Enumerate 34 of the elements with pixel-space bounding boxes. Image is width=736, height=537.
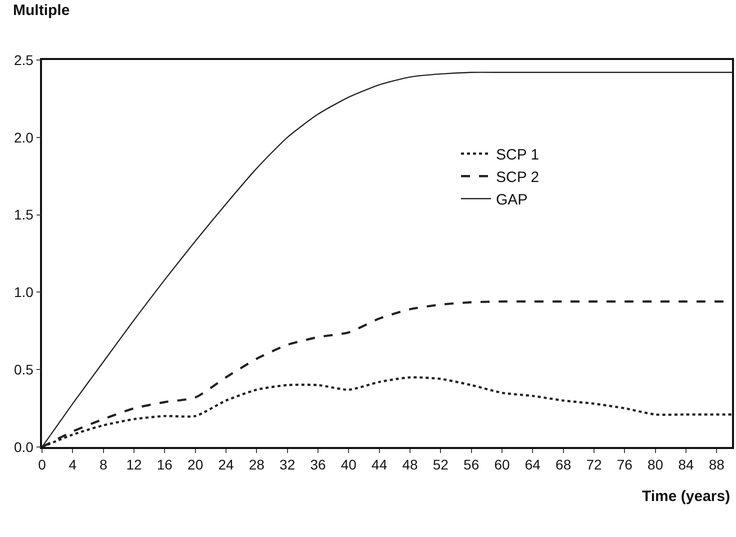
y-tick-label: 1.5 <box>14 206 34 223</box>
y-tick-label: 0.5 <box>14 362 34 378</box>
x-tick-label: 60 <box>494 456 510 473</box>
x-tick-label: 0 <box>38 456 46 473</box>
x-axis-title: Time (years) <box>642 488 730 505</box>
x-tick-label: 40 <box>340 456 357 473</box>
x-tick-label: 12 <box>126 456 142 473</box>
y-axis-title: Multiple <box>13 2 70 19</box>
x-tick-label: 84 <box>678 456 694 473</box>
x-tick-label: 80 <box>648 456 664 473</box>
x-tick-label: 20 <box>188 456 204 473</box>
x-tick-label: 44 <box>372 456 388 473</box>
legend-label: SCP 2 <box>496 169 540 186</box>
x-tick-label: 24 <box>218 456 234 473</box>
x-tick-label: 56 <box>464 456 480 473</box>
x-tick-label: 48 <box>402 456 418 473</box>
x-tick-label: 36 <box>310 456 326 473</box>
x-tick-label: 88 <box>708 456 725 473</box>
x-tick-label: 64 <box>524 456 541 473</box>
y-tick-label: 0.0 <box>14 438 34 455</box>
legend-label: GAP <box>496 192 528 208</box>
y-tick-label: 1.0 <box>14 284 34 300</box>
x-tick-label: 4 <box>68 456 77 473</box>
x-tick-label: 76 <box>616 456 633 473</box>
x-tick-label: 8 <box>99 456 108 473</box>
x-tick-label: 72 <box>586 456 602 473</box>
x-tick-label: 28 <box>248 456 265 473</box>
x-tick-label: 68 <box>556 456 572 473</box>
y-tick-label: 2.0 <box>14 129 34 146</box>
y-tick-label: 2.5 <box>14 52 34 68</box>
legend-label: SCP 1 <box>496 146 540 164</box>
x-tick-label: 52 <box>432 456 449 473</box>
x-tick-label: 32 <box>280 456 296 473</box>
x-tick-label: 16 <box>156 456 173 473</box>
